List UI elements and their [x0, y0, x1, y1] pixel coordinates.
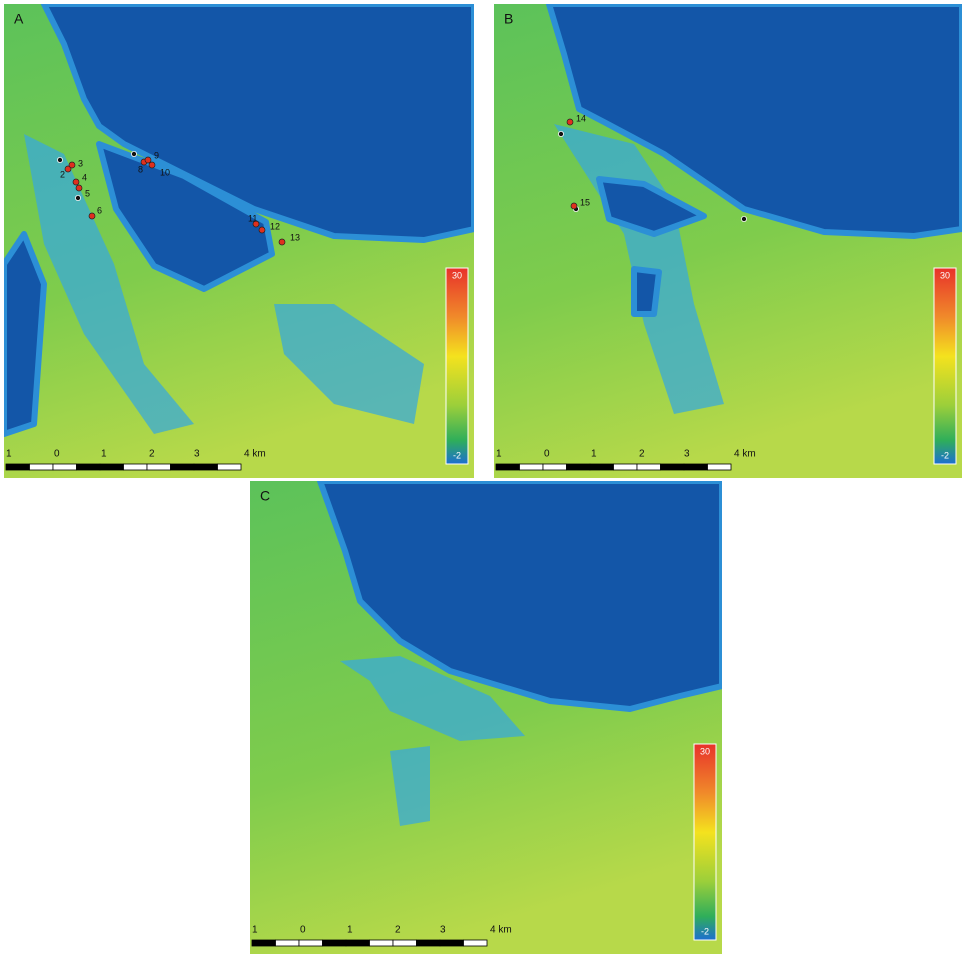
- site-dot: [131, 151, 136, 156]
- scale-label: 0: [300, 925, 306, 936]
- legend-max: 30: [452, 270, 462, 280]
- scale-segment: [708, 464, 732, 470]
- scale-segment: [370, 940, 394, 946]
- legend-ramp: [694, 744, 716, 940]
- scale-label: 1: [591, 449, 597, 460]
- scale-segment: [417, 940, 441, 946]
- scale-segment: [590, 464, 614, 470]
- site-label: 6: [97, 205, 102, 215]
- site-label: 11: [248, 213, 257, 223]
- scale-segment: [496, 464, 520, 470]
- site-point: [149, 162, 155, 168]
- site-label: 14: [576, 113, 586, 123]
- scale-label: 3: [684, 449, 690, 460]
- scale-segment: [567, 464, 591, 470]
- scale-label: 4 km: [490, 925, 512, 936]
- site-point: [259, 227, 265, 233]
- scale-segment: [661, 464, 685, 470]
- scale-segment: [323, 940, 347, 946]
- figure: {"panels": [ {"label": "A", "points": ["…: [0, 0, 962, 954]
- scale-segment: [440, 940, 464, 946]
- legend-ramp: [934, 268, 956, 464]
- scale-segment: [218, 464, 242, 470]
- scale-segment: [346, 940, 370, 946]
- scale-segment: [77, 464, 101, 470]
- scale-segment: [30, 464, 54, 470]
- scale-label: 2: [149, 449, 155, 460]
- scale-segment: [194, 464, 218, 470]
- legend-min: -2: [701, 926, 709, 936]
- scale-label: 3: [440, 925, 446, 936]
- scale-segment: [147, 464, 171, 470]
- panel-label: A: [14, 11, 24, 27]
- scale-segment: [637, 464, 661, 470]
- legend-max: 30: [700, 746, 710, 756]
- sea: [634, 269, 659, 314]
- scale-segment: [393, 940, 417, 946]
- scale-label: 4 km: [734, 449, 756, 460]
- site-point: [279, 239, 285, 245]
- site-point: [571, 203, 577, 209]
- site-label: 13: [290, 232, 300, 242]
- site-dot: [75, 195, 80, 200]
- scale-label: 1: [252, 925, 258, 936]
- site-label: 10: [160, 167, 170, 177]
- site-point: [76, 185, 82, 191]
- scale-label: 1: [347, 925, 353, 936]
- site-label: 8: [138, 164, 143, 174]
- panel-label: B: [504, 11, 513, 27]
- scale-segment: [614, 464, 638, 470]
- site-point: [73, 179, 79, 185]
- scale-segment: [53, 464, 77, 470]
- scale-label: 4 km: [244, 449, 266, 460]
- scale-segment: [6, 464, 30, 470]
- scale-label: 2: [395, 925, 401, 936]
- site-point: [89, 213, 95, 219]
- scale-segment: [252, 940, 276, 946]
- scale-label: 3: [194, 449, 200, 460]
- map-panel: B 14 15 1 0 1 2 3 4 km 30 -2: [494, 4, 962, 478]
- scale-label: 1: [6, 449, 12, 460]
- site-label: 12: [270, 221, 280, 231]
- scale-segment: [464, 940, 488, 946]
- site-dot: [57, 157, 62, 162]
- scale-segment: [684, 464, 708, 470]
- site-label: 3: [78, 158, 83, 168]
- panel-label: C: [260, 488, 270, 504]
- scale-label: 1: [101, 449, 107, 460]
- scale-label: 0: [54, 449, 60, 460]
- site-point: [145, 157, 151, 163]
- scale-segment: [171, 464, 195, 470]
- scale-label: 1: [496, 449, 502, 460]
- scale-segment: [100, 464, 124, 470]
- site-label: 15: [580, 197, 590, 207]
- site-point: [567, 119, 573, 125]
- legend-min: -2: [453, 450, 461, 460]
- site-dot: [558, 131, 563, 136]
- site-label: 4: [82, 172, 87, 182]
- site-label: 5: [85, 188, 90, 198]
- site-dot: [741, 216, 746, 221]
- site-label: 9: [154, 150, 159, 160]
- legend-max: 30: [940, 270, 950, 280]
- scale-segment: [543, 464, 567, 470]
- scale-label: 2: [639, 449, 645, 460]
- scale-label: 0: [544, 449, 550, 460]
- site-label: 2: [60, 169, 65, 179]
- scale-segment: [276, 940, 300, 946]
- scale-segment: [124, 464, 148, 470]
- scale-segment: [299, 940, 323, 946]
- map-panel: C 1 0 1 2 3 4 km 30 -2: [250, 481, 722, 954]
- sea: [4, 234, 44, 434]
- legend-min: -2: [941, 450, 949, 460]
- site-point: [69, 162, 75, 168]
- scale-segment: [520, 464, 544, 470]
- legend-ramp: [446, 268, 468, 464]
